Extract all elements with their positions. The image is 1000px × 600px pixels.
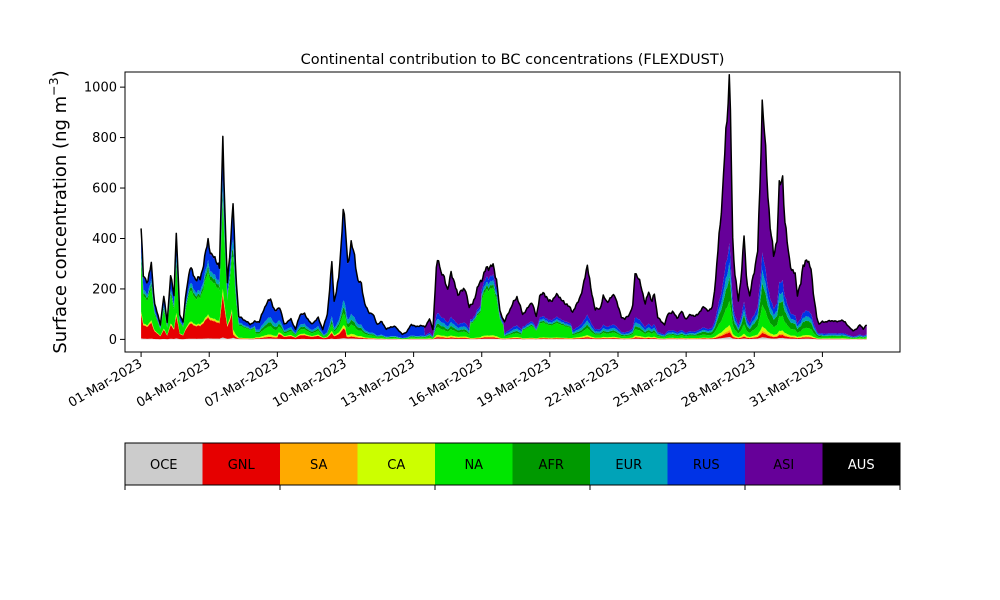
- area-rus: [141, 140, 867, 339]
- colorbar-label-aus: AUS: [848, 458, 875, 473]
- chart-title: Continental contribution to BC concentra…: [301, 52, 725, 68]
- x-tick-label: 04-Mar-2023: [134, 356, 213, 410]
- y-axis-label-close: ): [50, 70, 71, 77]
- x-tick-label: 01-Mar-2023: [66, 356, 145, 410]
- plot-area: [124, 71, 901, 353]
- area-eur: [141, 179, 867, 339]
- colorbar-swatch-eur: [590, 443, 668, 485]
- y-tick-label: 200: [92, 282, 117, 297]
- colorbar-swatch-aus: [822, 443, 901, 485]
- colorbar-label-ca: CA: [387, 458, 405, 473]
- area-oce: [141, 336, 867, 340]
- colorbar-swatch-ca: [357, 443, 436, 485]
- colorbar-label-asi: ASI: [773, 458, 794, 473]
- colorbar-swatch-sa: [280, 443, 358, 485]
- colorbar-swatch-afr: [512, 443, 591, 485]
- total-concentration-line: [140, 74, 868, 336]
- y-axis-label: Surface concentration (ng m−3): [46, 70, 71, 353]
- y-axis: 0 200 400 600 800 1000: [84, 81, 125, 348]
- colorbar-swatch-gnl: [202, 443, 281, 485]
- area-gnl: [141, 294, 867, 340]
- colorbar-label-afr: AFR: [539, 458, 564, 473]
- colorbar-label-eur: EUR: [615, 458, 642, 473]
- x-tick-label: 22-Mar-2023: [543, 356, 622, 410]
- colorbar-swatch-asi: [745, 443, 823, 485]
- area-afr: [141, 191, 867, 339]
- y-axis-label-text: Surface concentration (ng m: [50, 96, 71, 354]
- x-tick-label: 31-Mar-2023: [747, 356, 826, 410]
- colorbar-swatch-oce: [125, 443, 203, 485]
- x-tick-label: 19-Mar-2023: [475, 356, 554, 410]
- x-tick-label: 25-Mar-2023: [611, 356, 690, 410]
- colorbar-swatch-na: [435, 443, 513, 485]
- colorbar-legend: OCE GNL SA CA NA AFR EUR RUS ASI AUS: [124, 442, 901, 490]
- y-tick-label: 1000: [84, 81, 117, 96]
- plot-frame: [124, 71, 901, 353]
- colorbar-label-gnl: GNL: [228, 458, 256, 473]
- x-tick-label: 28-Mar-2023: [679, 356, 758, 410]
- area-asi: [141, 74, 867, 337]
- colorbar-label-rus: RUS: [693, 458, 720, 473]
- colorbar-label-oce: OCE: [150, 458, 178, 473]
- colorbar-label-sa: SA: [310, 458, 327, 473]
- colorbar-frame: [124, 442, 901, 486]
- y-tick-label: 400: [92, 232, 117, 247]
- y-tick-label: 0: [109, 333, 117, 348]
- y-axis-label-exponent: −3: [46, 77, 61, 95]
- x-tick-label: 13-Mar-2023: [338, 356, 417, 410]
- y-tick-label: 600: [92, 182, 117, 197]
- colorbar-label-na: NA: [464, 458, 483, 473]
- x-tick-label: 10-Mar-2023: [270, 356, 349, 410]
- colorbar-swatch-rus: [667, 443, 746, 485]
- x-tick-label: 07-Mar-2023: [202, 356, 281, 410]
- x-axis: 01-Mar-202304-Mar-202307-Mar-202310-Mar-…: [66, 352, 826, 411]
- stacked-areas: [141, 74, 867, 340]
- y-tick-label: 800: [92, 131, 117, 146]
- x-tick-label: 16-Mar-2023: [407, 356, 486, 410]
